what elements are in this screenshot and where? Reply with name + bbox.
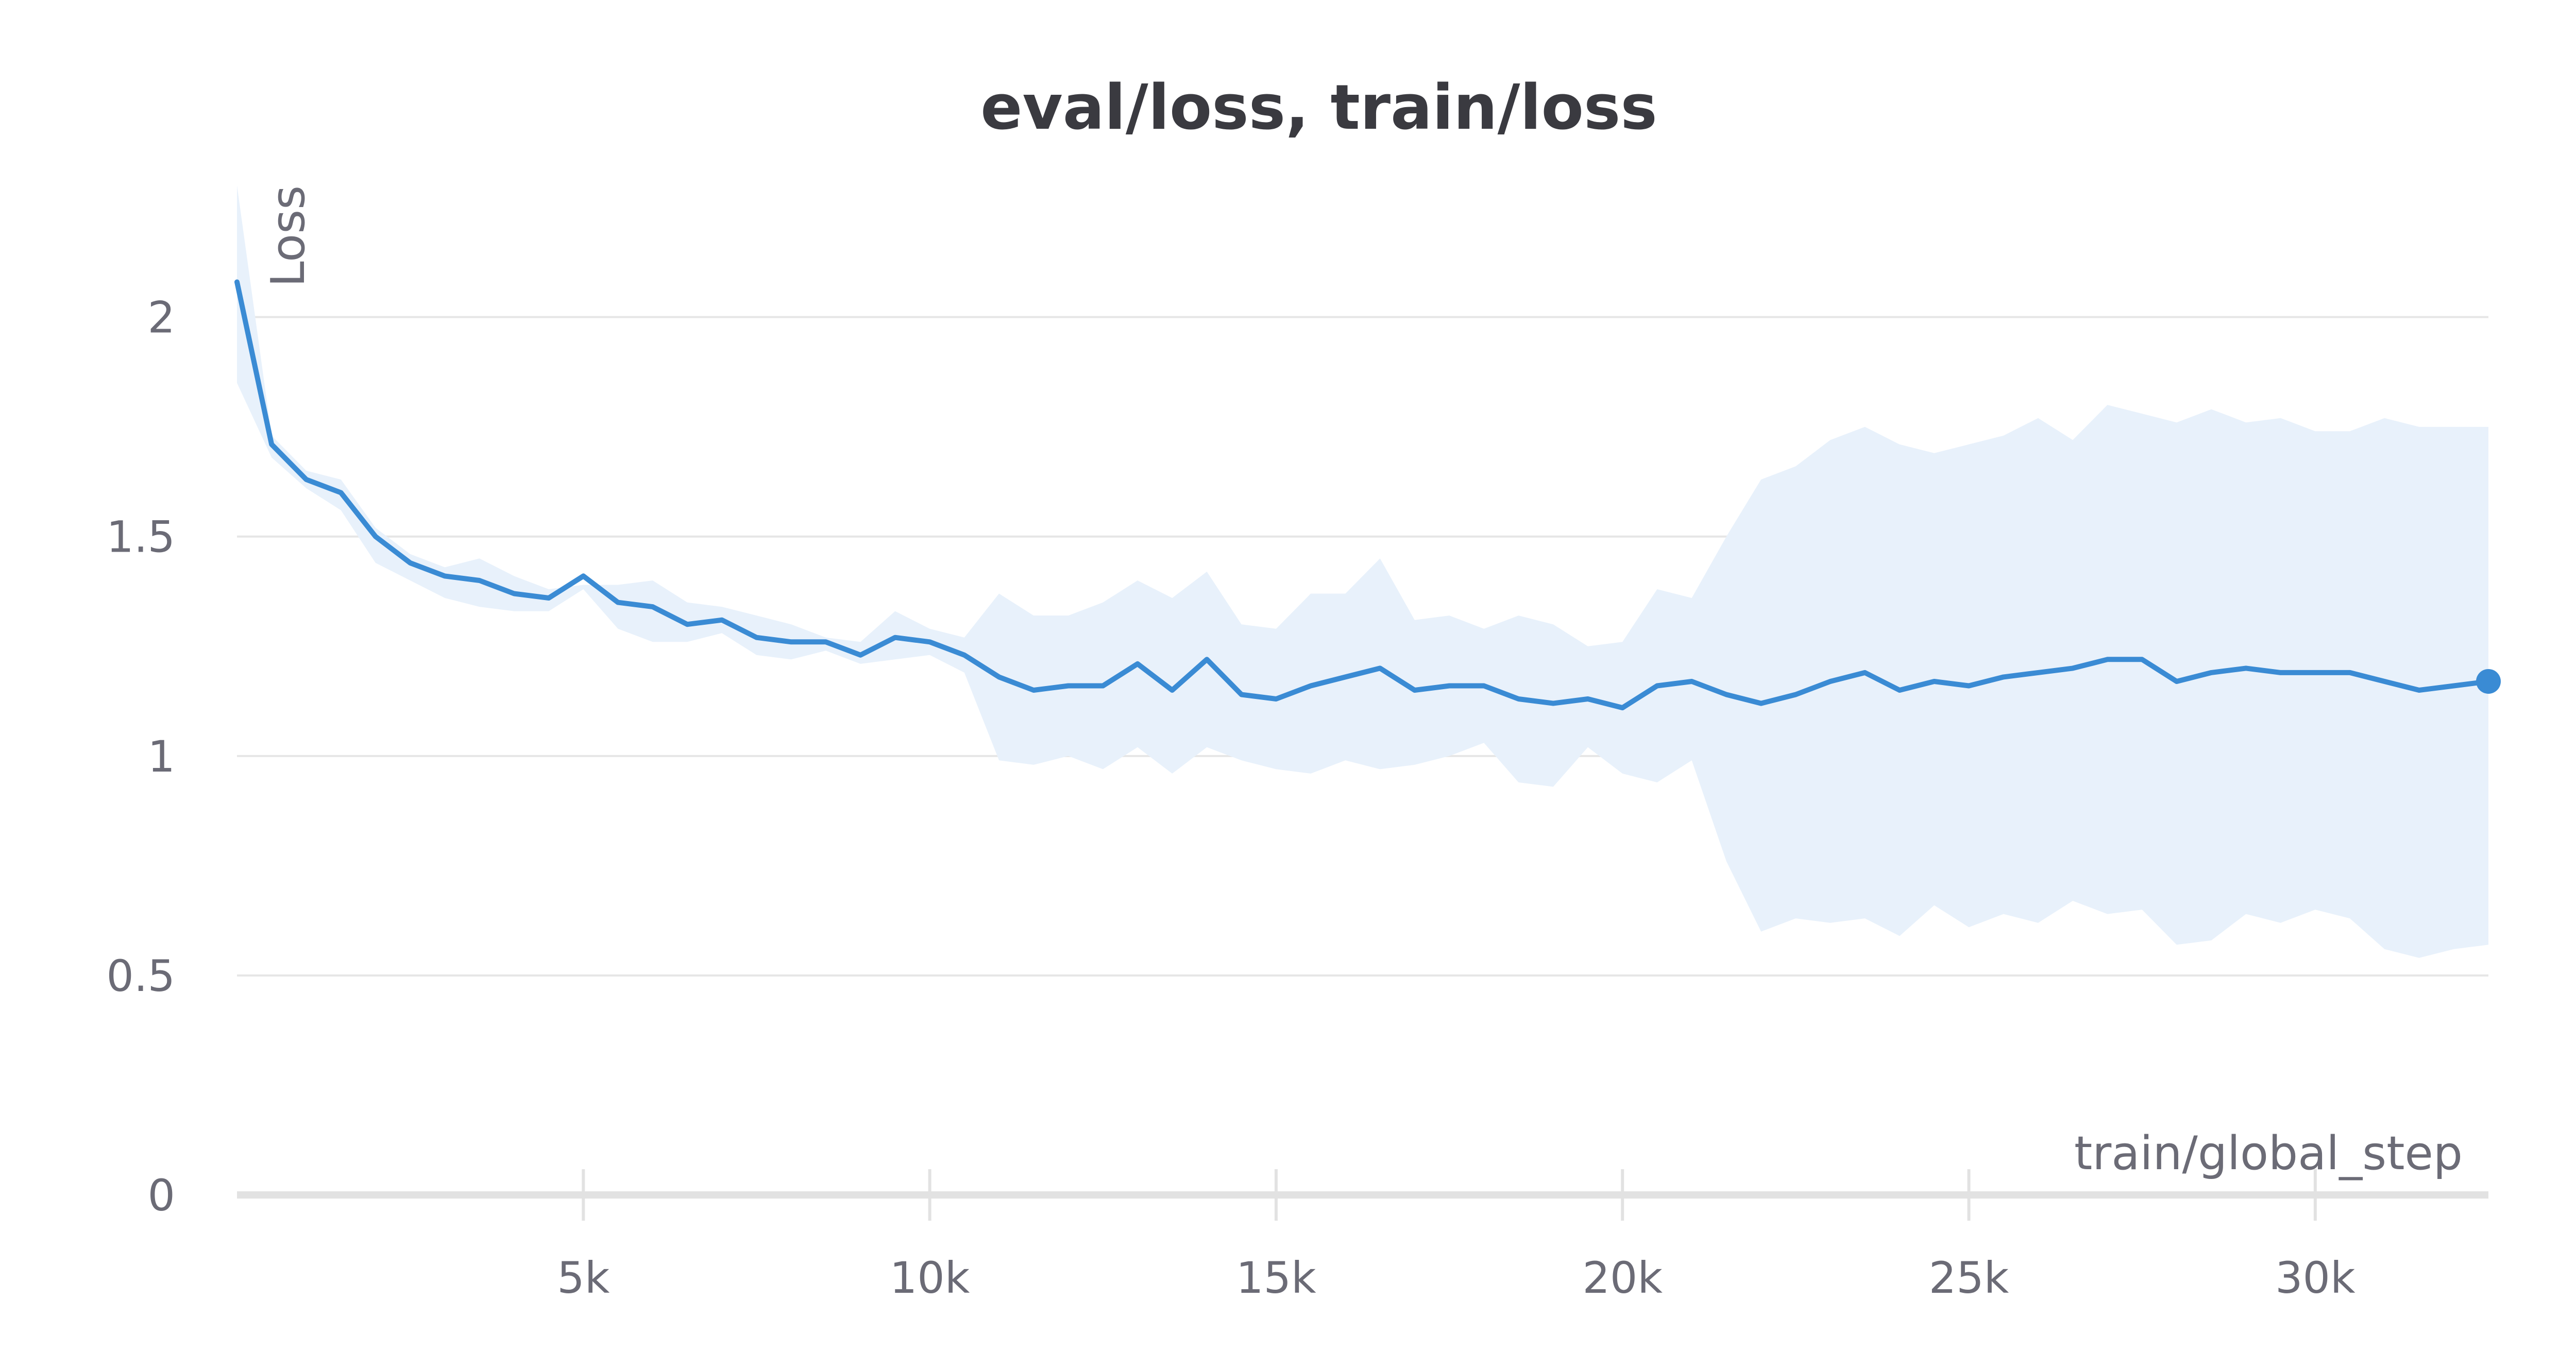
min-max-band — [237, 185, 2488, 958]
x-tick-label: 30k — [2275, 1253, 2355, 1303]
y-tick-label: 1.5 — [106, 512, 175, 562]
chart-title: eval/loss, train/loss — [980, 72, 1657, 144]
x-tick-label: 15k — [1236, 1253, 1316, 1303]
last-point-marker — [2476, 669, 2501, 694]
y-axis-label: Loss — [261, 185, 315, 287]
y-tick-label: 2 — [148, 293, 175, 343]
x-axis-label: train/global_step — [2074, 1126, 2463, 1181]
series-band — [237, 185, 2488, 958]
x-tick-label: 25k — [1929, 1253, 2009, 1303]
x-tick-label: 10k — [890, 1253, 970, 1303]
y-tick-label: 0.5 — [106, 951, 175, 1001]
y-tick-label: 1 — [148, 731, 175, 782]
x-tick-label: 5k — [557, 1253, 609, 1303]
y-tick-label: 0 — [148, 1170, 175, 1221]
x-tick-label: 20k — [1582, 1253, 1663, 1303]
